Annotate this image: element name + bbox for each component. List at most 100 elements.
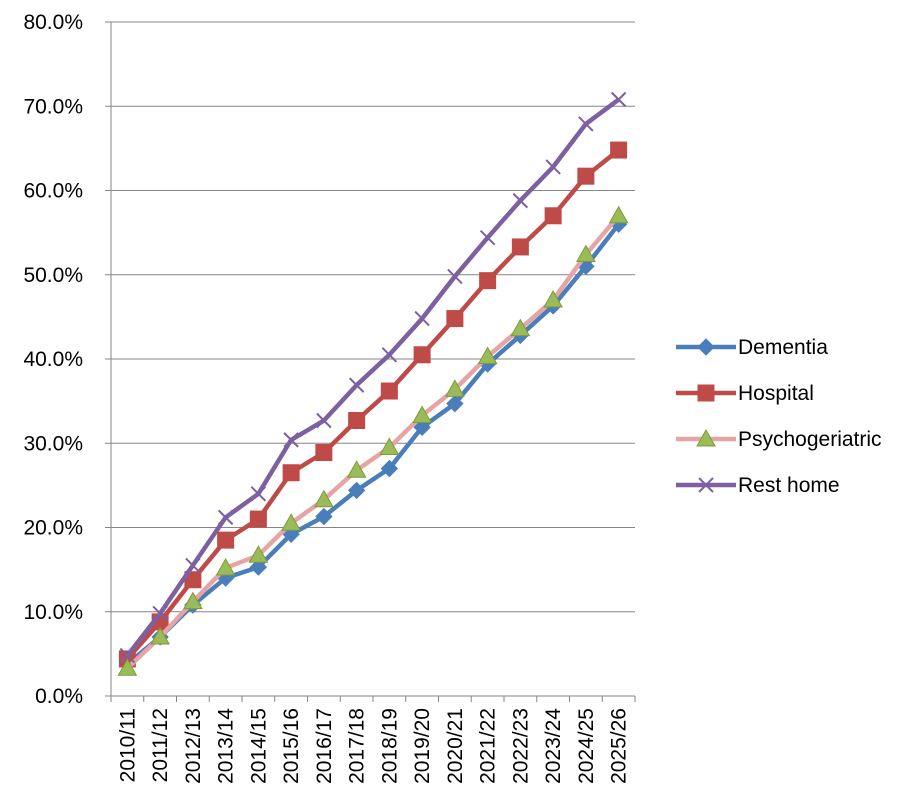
data-point-triangle [510, 318, 531, 337]
data-point-x [185, 557, 201, 574]
data-point-x [217, 509, 234, 526]
data-point-triangle [314, 489, 334, 508]
data-point-triangle [150, 627, 170, 645]
data-point-x [250, 486, 267, 502]
series-line [125, 222, 621, 666]
data-point-x [512, 192, 529, 209]
data-point-diamond [697, 338, 715, 356]
y-tick-label: 0.0% [35, 685, 83, 708]
x-tick-label: 2017/18 [346, 708, 369, 784]
data-point-square [282, 464, 300, 482]
data-point-x [578, 116, 594, 132]
y-tick-label: 60.0% [23, 180, 83, 203]
legend: Dementia Hospital Psychogeriatric Rest home [676, 336, 882, 497]
legend-label: Psychogeriatric [738, 428, 882, 451]
data-point-x [447, 268, 463, 285]
data-point-triangle [543, 290, 563, 308]
legend-entry: Psychogeriatric [676, 428, 882, 451]
data-point-square [697, 384, 715, 402]
x-tick-label: 2013/14 [215, 708, 238, 784]
legend-entry: Rest home [676, 474, 840, 497]
data-point-square [413, 346, 431, 364]
x-tick-label: 2023/24 [542, 708, 565, 784]
y-tick-label: 50.0% [23, 264, 83, 287]
data-point-x [119, 647, 136, 664]
data-point-x [283, 432, 299, 448]
legend-label: Hospital [738, 382, 814, 405]
y-tick-label: 20.0% [23, 517, 83, 540]
data-point-diamond [413, 418, 431, 436]
series-psychogeriatric [117, 205, 629, 676]
data-point-triangle [183, 591, 203, 610]
x-tick-label: 2020/21 [444, 708, 467, 784]
data-point-triangle [576, 244, 596, 263]
data-point-x [152, 605, 168, 622]
x-tick-label: 2018/19 [378, 708, 401, 784]
legend-label: Rest home [738, 474, 840, 497]
y-tick-label: 10.0% [23, 601, 83, 624]
x-tick-label: 2022/23 [509, 708, 532, 784]
data-point-x [698, 477, 714, 493]
series-rest-home [119, 91, 627, 664]
legend-entry: Dementia [676, 336, 828, 359]
series-layer [117, 91, 629, 676]
x-tick-label: 2012/13 [182, 708, 205, 784]
legend-entry: Hospital [676, 382, 814, 405]
data-point-triangle [248, 545, 269, 563]
data-point-diamond [315, 507, 333, 526]
data-point-triangle [608, 205, 629, 224]
data-point-square [217, 531, 235, 549]
data-point-square [577, 167, 595, 185]
data-point-square [348, 412, 366, 430]
series-hospital [118, 141, 628, 668]
data-point-diamond [249, 558, 268, 576]
data-point-square [315, 444, 333, 462]
data-point-square [479, 272, 497, 290]
y-tick-label: 70.0% [23, 95, 83, 118]
data-point-x [479, 229, 496, 246]
data-point-triangle [379, 437, 400, 455]
x-tick-label: 2016/17 [313, 708, 336, 784]
data-point-diamond [380, 459, 399, 478]
data-point-triangle [412, 405, 432, 423]
data-point-square [544, 207, 562, 225]
data-point-diamond [347, 481, 366, 500]
x-tick-label: 2024/25 [575, 708, 598, 784]
data-point-x [610, 91, 627, 108]
gridlines [111, 21, 635, 613]
series-line [125, 97, 620, 657]
data-point-x [545, 159, 561, 175]
y-tick-label: 80.0% [23, 11, 83, 34]
data-point-square [446, 310, 464, 328]
x-axis-ticks: 2010/11 2011/12 2012/13 2013/14 2014/15 2015/… [110, 696, 636, 784]
data-point-triangle [477, 346, 498, 364]
x-tick-label: 2015/16 [280, 708, 303, 784]
data-point-square [610, 141, 628, 159]
data-point-square [249, 510, 267, 528]
x-tick-label: 2011/12 [149, 708, 172, 782]
x-tick-label: 2010/11 [116, 708, 139, 782]
data-point-x [414, 310, 430, 327]
data-point-x [316, 412, 332, 429]
data-point-triangle [445, 379, 465, 397]
series-line [125, 214, 621, 670]
data-point-square [511, 238, 529, 256]
data-point-triangle [281, 513, 301, 531]
data-point-triangle [117, 658, 138, 676]
x-tick-label: 2021/22 [477, 708, 500, 784]
y-axis-ticks: 0.0% 10.0% 20.0% 30.0% 40.0% 50.0% 60.0% 70.0% 8… [23, 11, 111, 708]
data-point-x [381, 347, 398, 363]
data-point-x [348, 377, 365, 393]
data-point-triangle [215, 557, 236, 576]
series-line [125, 148, 621, 661]
y-tick-label: 30.0% [23, 432, 83, 455]
y-tick-label: 40.0% [23, 348, 83, 371]
legend-label: Dementia [738, 336, 828, 359]
x-tick-label: 2025/26 [608, 708, 631, 784]
data-point-diamond [446, 394, 464, 413]
x-tick-label: 2019/20 [411, 708, 434, 784]
data-point-triangle [696, 428, 716, 447]
data-point-square [380, 382, 398, 400]
x-tick-label: 2014/15 [247, 708, 270, 784]
